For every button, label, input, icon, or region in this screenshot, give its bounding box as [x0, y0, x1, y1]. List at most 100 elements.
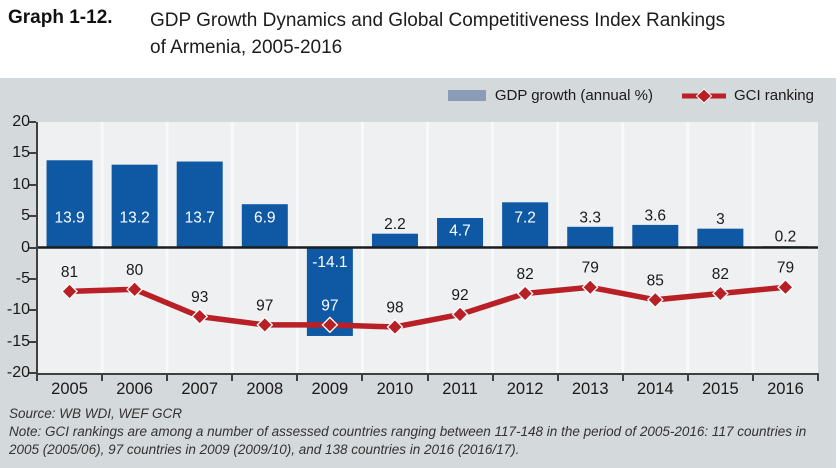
x-tick-mark	[426, 375, 429, 381]
gci-marker-2005	[61, 283, 78, 300]
bar-value-label-2012: 7.2	[514, 210, 536, 227]
y-tick-label: -20	[6, 364, 30, 381]
x-tick-mark	[231, 375, 234, 381]
gci-value-label-2011: 92	[451, 287, 468, 304]
page-title: GDP Growth Dynamics and Global Competiti…	[150, 7, 830, 61]
gdp-bar-2006	[111, 164, 158, 248]
x-tick-mark	[556, 375, 559, 381]
y-tick-mark	[29, 277, 36, 280]
gdp-bar-2005	[46, 160, 93, 248]
y-tick-label: -5	[15, 269, 30, 287]
legend-bar-label: GDP growth (annual %)	[494, 87, 653, 104]
bar-value-label-2009: -14.1	[312, 254, 347, 271]
gdp-bar-2007	[176, 161, 223, 248]
bar-value-label-2015: 3	[716, 211, 725, 228]
chart-footer: Source: WB WDI, WEF GCR Note: GCI rankin…	[9, 405, 821, 459]
y-tick-label: 0	[21, 238, 30, 256]
gci-value-label-2014: 85	[647, 272, 664, 289]
y-tick-mark	[29, 246, 36, 249]
bar-value-label-2006: 13.2	[120, 210, 150, 227]
x-tick-label-2011: 2011	[442, 380, 478, 398]
gci-marker-2015	[711, 285, 729, 302]
gci-value-label-2012: 82	[517, 266, 534, 283]
bar-value-label-2005: 13.9	[54, 210, 84, 227]
x-tick-label-2014: 2014	[636, 380, 674, 398]
gci-marker-2014	[646, 291, 664, 309]
gci-value-label-2006: 80	[126, 262, 144, 279]
x-tick-mark	[621, 375, 624, 381]
legend-line-label: GCI ranking	[733, 87, 814, 104]
gci-line	[69, 284, 786, 330]
gci-value-label-2013: 79	[582, 260, 599, 277]
y-tick-label: 20	[12, 113, 30, 130]
plot-area: 13.9 13.2 13.7 6.9 -14.1 2.2 4.7 7.2 3.3 3.6 3 0.2 8…	[37, 122, 818, 373]
x-tick-mark	[686, 375, 689, 381]
y-tick-label: -15	[6, 332, 30, 350]
gci-marker-2010	[386, 318, 404, 336]
x-tick-label-2008: 2008	[246, 380, 284, 398]
x-tick-mark	[36, 375, 38, 381]
y-tick-mark	[29, 152, 36, 155]
gci-marker-2016	[777, 278, 794, 296]
gci-marker-2013	[581, 278, 599, 296]
bar-value-label-2007: 13.7	[185, 210, 215, 227]
bar-value-label-2011: 4.7	[449, 223, 471, 240]
bar-value-label-2010: 2.2	[384, 216, 406, 233]
chart-panel: GDP growth (annual %) GCI ranking 13.9 13…	[0, 78, 836, 468]
gci-value-label-2008: 97	[256, 297, 273, 314]
graph-number-label: Graph 1-12.	[8, 7, 113, 28]
x-tick-mark	[751, 375, 754, 381]
y-tick-label: 15	[12, 144, 30, 162]
gdp-bar-2014	[632, 224, 679, 248]
y-tick-mark	[29, 215, 36, 218]
note-text: Note: GCI rankings are among a number of…	[9, 424, 807, 457]
x-tick-label-2007: 2007	[181, 380, 219, 398]
legend-bar-swatch-icon	[447, 90, 486, 101]
gci-marker-2011	[451, 306, 469, 323]
y-tick-mark	[29, 183, 36, 186]
bar-value-label-2014: 3.6	[645, 207, 667, 224]
x-tick-label-2016: 2016	[767, 380, 804, 398]
gdp-bar-2013	[567, 226, 614, 248]
x-axis-line	[36, 373, 819, 375]
gci-value-label-2009: 97	[321, 297, 338, 314]
page-title-line1: GDP Growth Dynamics and Global Competiti…	[150, 10, 726, 31]
gci-value-label-2010: 98	[386, 299, 403, 316]
x-tick-label-2005: 2005	[51, 380, 88, 398]
x-tick-mark	[361, 375, 364, 381]
gdp-bar-2015	[697, 228, 744, 248]
gci-value-label-2016: 79	[777, 260, 794, 277]
gdp-bar-2012	[502, 202, 549, 248]
combo-chart: 13.9 13.2 13.7 6.9 -14.1 2.2 4.7 7.2 3.3 3.6 3 0.2 8…	[37, 122, 818, 373]
x-tick-mark	[491, 375, 494, 381]
bar-value-label-2013: 3.3	[579, 209, 601, 226]
y-tick-mark	[29, 309, 36, 312]
bar-value-label-2016: 0.2	[775, 229, 797, 246]
chart-header: Graph 1-12. GDP Growth Dynamics and Glob…	[8, 7, 830, 61]
gci-value-label-2005: 81	[61, 264, 78, 281]
y-tick-label: 5	[21, 207, 30, 225]
y-tick-mark	[29, 372, 36, 374]
x-tick-mark	[817, 375, 819, 381]
gci-marker-2008	[256, 316, 274, 334]
x-tick-mark	[166, 375, 169, 381]
x-tick-mark	[101, 375, 104, 381]
legend: GDP growth (annual %) GCI ranking	[447, 87, 814, 104]
x-tick-mark	[296, 375, 299, 381]
legend-line-marker-icon	[681, 87, 726, 104]
gdp-bar-2011	[437, 218, 484, 248]
y-tick-label: -10	[6, 301, 30, 319]
gci-value-label-2007: 93	[191, 289, 208, 306]
x-tick-label-2010: 2010	[376, 380, 414, 398]
y-tick-label: 10	[12, 175, 30, 193]
gci-marker-2007	[191, 308, 209, 325]
x-tick-label-2006: 2006	[116, 380, 153, 398]
bar-value-label-2008: 6.9	[254, 210, 276, 227]
y-tick-mark	[29, 340, 36, 343]
y-tick-mark	[29, 121, 36, 123]
gci-marker-2012	[516, 285, 534, 302]
gdp-bar-2010	[371, 233, 418, 248]
gci-marker-2006	[126, 280, 144, 298]
x-tick-label-2009: 2009	[311, 380, 349, 398]
gci-value-label-2015: 82	[712, 266, 729, 283]
